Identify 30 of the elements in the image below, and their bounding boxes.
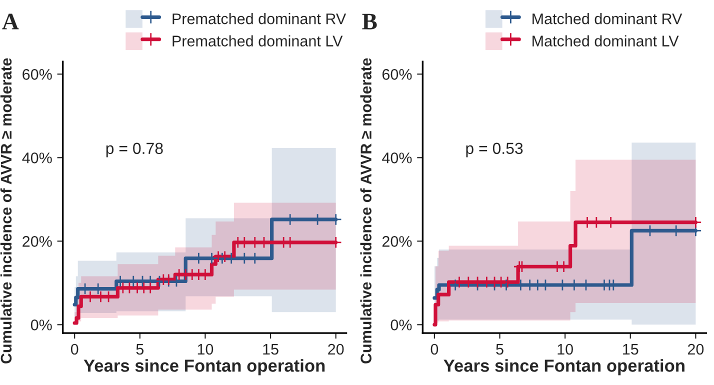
y-tick-label: 0% (30, 320, 52, 330)
chart-title: B (362, 14, 377, 30)
x-tick-label: 5 (136, 344, 144, 355)
legend-label: Matched dominant LV (532, 35, 679, 46)
x-tick-label: 15 (263, 344, 278, 355)
x-tick-label: 20 (328, 344, 344, 355)
legend-label: Prematched dominant LV (172, 35, 343, 46)
x-tick-label: 5 (496, 344, 504, 355)
y-axis-title: Cumulative incidence of AVVR ≥ moderate (360, 58, 372, 364)
y-tick-label: 40% (382, 152, 412, 164)
x-tick-label: 0 (70, 344, 78, 355)
x-tick-label: 15 (623, 344, 638, 355)
y-tick-label: 60% (382, 68, 412, 80)
annotation: p = 0.53 (466, 142, 523, 158)
y-tick-label: 60% (22, 68, 52, 80)
chart-title: A (2, 14, 19, 30)
x-tick-label: 10 (558, 344, 573, 355)
y-tick-label: 0% (390, 320, 412, 330)
y-tick-label: 20% (382, 236, 412, 247)
x-tick-label: 20 (688, 344, 704, 355)
y-axis-title: Cumulative incidence of AVVR ≥ moderate (0, 58, 12, 364)
y-tick-label: 40% (22, 152, 52, 164)
x-tick-label: 0 (430, 344, 438, 355)
x-tick-label: 10 (198, 344, 214, 355)
y-tick-label: 20% (22, 236, 52, 247)
legend-label: Prematched dominant RV (172, 13, 346, 24)
x-axis-title: Years since Fontan operation (84, 359, 325, 376)
x-axis-title: Years since Fontan operation (444, 359, 684, 376)
legend-label: Matched dominant RV (532, 13, 682, 24)
annotation: p = 0.78 (106, 142, 163, 158)
